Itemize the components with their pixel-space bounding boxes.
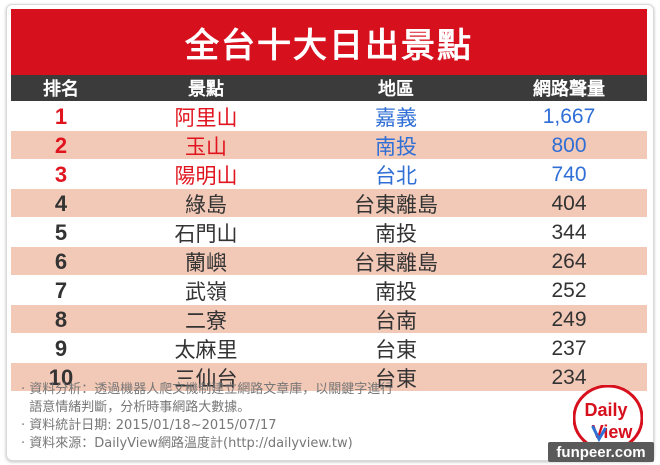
place-cell: 武嶺 — [185, 280, 227, 304]
column-header-volume: 網路聲量 — [533, 79, 605, 100]
place-cell: 玉山 — [185, 135, 227, 159]
page-title: 全台十大日出景點 — [11, 9, 647, 75]
logo-text-view: View — [592, 422, 634, 442]
rank-cell: 7 — [54, 278, 68, 303]
region-cell: 台東 — [375, 338, 417, 362]
place-cell: 蘭嶼 — [185, 251, 227, 275]
volume-cell: 1,667 — [542, 105, 596, 128]
rank-cell: 3 — [54, 162, 68, 187]
region-cell: 嘉義 — [375, 106, 417, 130]
rank-cell: 5 — [54, 220, 68, 245]
region-cell: 南投 — [375, 280, 417, 304]
region-cell: 台東離島 — [354, 193, 438, 217]
place-cell: 二寮 — [185, 309, 227, 333]
watermark: funpeer.com — [548, 442, 654, 462]
place-cell: 阿里山 — [174, 106, 238, 130]
infographic-card: 全台十大日出景點 排名 景點 地區 網路聲量 1 阿里山 嘉義 1,667 2 … — [6, 4, 654, 461]
note-line: · 資料統計日期: 2015/01/18~2015/07/17 — [21, 418, 277, 433]
region-cell: 台北 — [375, 164, 417, 188]
rank-cell: 6 — [54, 249, 68, 274]
volume-cell: 344 — [551, 221, 587, 244]
table-row: 9 太麻里 台東 237 — [11, 334, 647, 363]
ranking-table: 排名 景點 地區 網路聲量 1 阿里山 嘉義 1,667 2 玉山 南投 800… — [11, 75, 647, 392]
volume-cell: 404 — [551, 192, 587, 215]
rank-cell: 1 — [54, 104, 68, 129]
table-row: 7 武嶺 南投 252 — [11, 276, 647, 305]
place-cell: 陽明山 — [174, 164, 238, 188]
table-row: 5 石門山 南投 344 — [11, 218, 647, 247]
volume-cell: 252 — [551, 279, 587, 302]
region-cell: 南投 — [375, 222, 417, 246]
table-row: 10 三仙台 台東 234 — [11, 363, 647, 392]
table-row: 4 綠島 台東離島 404 — [11, 189, 647, 218]
rank-cell: 2 — [54, 133, 68, 158]
table-row: 1 阿里山 嘉義 1,667 — [11, 102, 647, 131]
rank-cell: 10 — [48, 365, 74, 390]
table-row: 2 玉山 南投 800 — [11, 131, 647, 160]
note-line: 語意情緒判斷，分析時事網路大數據。 — [21, 400, 251, 415]
place-cell: 太麻里 — [174, 338, 238, 362]
table-header-row: 排名 景點 地區 網路聲量 — [11, 75, 647, 102]
column-header-place: 景點 — [188, 79, 224, 100]
volume-cell: 237 — [551, 337, 587, 360]
region-cell: 台南 — [375, 309, 417, 333]
dailyview-logo: Daily View — [573, 385, 643, 451]
note-line: · 資料來源：DailyView網路溫度計(http://dailyview.t… — [21, 436, 353, 451]
volume-cell: 264 — [551, 250, 587, 273]
column-header-region: 地區 — [378, 79, 414, 100]
table-row: 6 蘭嶼 台東離島 264 — [11, 247, 647, 276]
table-row: 3 陽明山 台北 740 — [11, 160, 647, 189]
volume-cell: 234 — [551, 366, 587, 389]
region-cell: 台東 — [375, 367, 417, 391]
volume-cell: 249 — [551, 308, 587, 331]
place-cell: 石門山 — [174, 222, 238, 246]
column-header-rank: 排名 — [43, 79, 79, 100]
rank-cell: 8 — [54, 307, 68, 332]
table-row: 8 二寮 台南 249 — [11, 305, 647, 334]
region-cell: 台東離島 — [354, 251, 438, 275]
rank-cell: 9 — [54, 336, 68, 361]
region-cell: 南投 — [375, 135, 417, 159]
place-cell: 三仙台 — [174, 367, 238, 391]
rank-cell: 4 — [54, 191, 68, 216]
volume-cell: 800 — [551, 134, 587, 157]
note-line: · 資料分析：透過機器人爬文機制建立網路文章庫，以關鍵字進行 — [21, 382, 394, 397]
place-cell: 綠島 — [185, 193, 227, 217]
logo-check-mark — [591, 425, 607, 443]
source-notes: · 資料分析：透過機器人爬文機制建立網路文章庫，以關鍵字進行 語意情緒判斷，分析… — [21, 381, 491, 453]
volume-cell: 740 — [551, 163, 587, 186]
logo-text-daily: Daily — [584, 400, 627, 420]
